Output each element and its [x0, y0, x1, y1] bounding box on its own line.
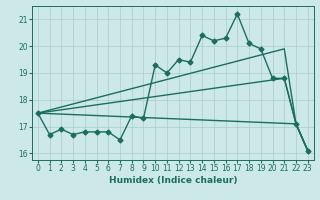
X-axis label: Humidex (Indice chaleur): Humidex (Indice chaleur): [108, 176, 237, 185]
